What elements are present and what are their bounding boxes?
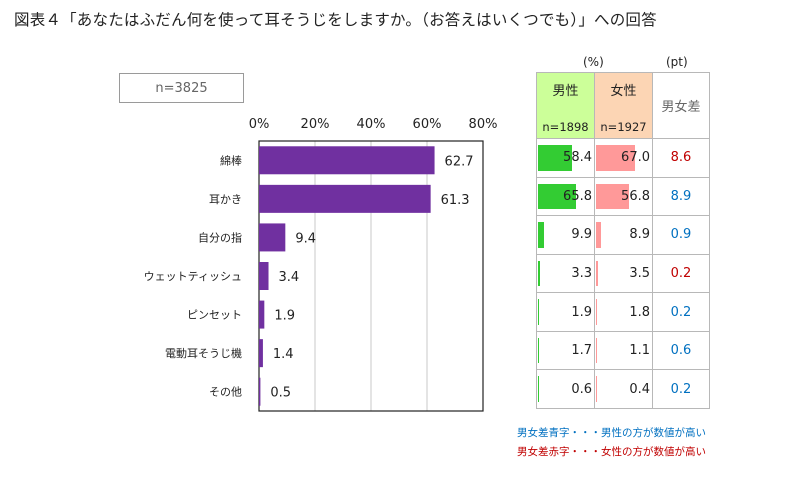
male-bar — [538, 222, 544, 248]
male-bar — [538, 260, 540, 287]
female-value: 3.5 — [629, 265, 650, 281]
male-value: 3.3 — [571, 265, 592, 281]
female-label: 女性 — [610, 84, 637, 99]
data-label: 62.7 — [445, 154, 474, 169]
x-tick-label: 80% — [469, 117, 498, 132]
diff-value: 8.9 — [652, 176, 710, 217]
male-value: 58.4 — [563, 150, 592, 166]
female-bar — [596, 183, 629, 210]
female-cell: 1.8 — [594, 292, 653, 332]
female-cell: 0.4 — [594, 369, 653, 409]
bar — [259, 184, 431, 213]
female-cell: 8.9 — [594, 215, 653, 255]
data-label: 1.9 — [274, 309, 295, 324]
diff-value: 0.9 — [652, 215, 710, 255]
category-label: その他 — [209, 386, 242, 399]
female-cell: 56.8 — [594, 176, 653, 217]
female-value: 1.1 — [629, 343, 650, 359]
diff-value: 8.6 — [652, 138, 710, 178]
female-value: 8.9 — [629, 227, 650, 243]
legend-note-blue: 男女差青字・・・男性の方が数値が高い — [517, 427, 706, 439]
male-value: 9.9 — [571, 227, 592, 243]
x-tick-label: 20% — [301, 117, 330, 132]
legend-note-red: 男女差赤字・・・女性の方が数値が高い — [517, 446, 706, 458]
male-n: n=1898 — [542, 120, 589, 134]
bar — [259, 300, 265, 329]
male-label: 男性 — [552, 84, 579, 99]
table-row: 1.7 1.1 0.6 — [536, 330, 710, 371]
bar — [259, 339, 263, 368]
category-label: 耳かき — [209, 193, 242, 206]
male-value: 65.8 — [563, 188, 592, 204]
category-label: ピンセット — [187, 309, 242, 322]
category-label: 自分の指 — [198, 230, 242, 244]
bar — [259, 223, 286, 252]
diff-header: 男女差 — [652, 72, 710, 139]
table-row: 0.6 0.4 0.2 — [536, 369, 710, 409]
data-label: 61.3 — [441, 193, 470, 208]
table-row: 58.4 67.0 8.6 — [536, 138, 710, 178]
x-tick-label: 0% — [249, 117, 270, 132]
male-cell: 0.6 — [536, 369, 595, 409]
category-label: ウェットティッシュ — [144, 270, 242, 283]
gender-table: 男性 n=1898 女性 n=1927 男女差 58.4 67.0 8.6 65.8 5… — [536, 72, 710, 409]
male-cell: 3.3 — [536, 253, 595, 294]
unit-percent: (%) — [583, 55, 604, 69]
table-row: 1.9 1.8 0.2 — [536, 292, 710, 332]
female-value: 56.8 — [621, 188, 650, 204]
female-cell: 67.0 — [594, 138, 653, 178]
x-tick-label: 40% — [357, 117, 386, 132]
male-value: 1.7 — [571, 343, 592, 359]
category-label: 綿棒 — [220, 153, 242, 167]
page-title: 図表４「あなたはふだん何を使って耳そうじをしますか。（お答えはいくつでも）」への… — [14, 11, 657, 29]
male-cell: 65.8 — [536, 176, 595, 217]
female-bar — [596, 145, 635, 171]
table-row: 65.8 56.8 8.9 — [536, 176, 710, 217]
bar — [259, 262, 269, 290]
data-label: 0.5 — [270, 386, 291, 401]
male-bar — [538, 299, 540, 325]
female-bar — [596, 337, 597, 364]
data-label: 1.4 — [273, 347, 294, 362]
male-bar — [538, 337, 539, 364]
diff-value: 0.2 — [652, 253, 710, 294]
male-value: 1.9 — [571, 304, 592, 320]
female-bar — [596, 222, 602, 248]
category-label: 電動耳そうじ機 — [165, 346, 242, 360]
diff-value: 0.6 — [652, 330, 710, 371]
data-label: 9.4 — [295, 231, 316, 246]
male-cell: 9.9 — [536, 215, 595, 255]
male-bar — [538, 183, 577, 210]
table-row: 3.3 3.5 0.2 — [536, 253, 710, 294]
bar — [259, 377, 261, 406]
female-n: n=1927 — [600, 120, 647, 134]
male-cell: 1.7 — [536, 330, 595, 371]
sample-size-box: n=3825 — [119, 73, 244, 103]
data-label: 3.4 — [279, 270, 300, 285]
gender-table-body: 58.4 67.0 8.6 65.8 56.8 8.9 9.9 8.9 0.9 3.3 3.5 0.2… — [536, 138, 710, 409]
bar — [259, 146, 435, 175]
diff-value: 0.2 — [652, 369, 710, 409]
female-header: 女性 n=1927 — [594, 72, 653, 139]
male-cell: 1.9 — [536, 292, 595, 332]
female-value: 67.0 — [621, 150, 650, 166]
unit-points: (pt) — [666, 55, 688, 69]
diff-value: 0.2 — [652, 292, 710, 332]
male-cell: 58.4 — [536, 138, 595, 178]
female-cell: 1.1 — [594, 330, 653, 371]
female-value: 1.8 — [629, 304, 650, 320]
female-value: 0.4 — [629, 381, 650, 397]
table-row: 9.9 8.9 0.9 — [536, 215, 710, 255]
female-bar — [596, 299, 598, 325]
female-cell: 3.5 — [594, 253, 653, 294]
male-bar — [538, 145, 572, 171]
female-bar — [596, 260, 599, 287]
x-tick-label: 60% — [413, 117, 442, 132]
male-value: 0.6 — [571, 381, 592, 397]
male-header: 男性 n=1898 — [536, 72, 595, 139]
